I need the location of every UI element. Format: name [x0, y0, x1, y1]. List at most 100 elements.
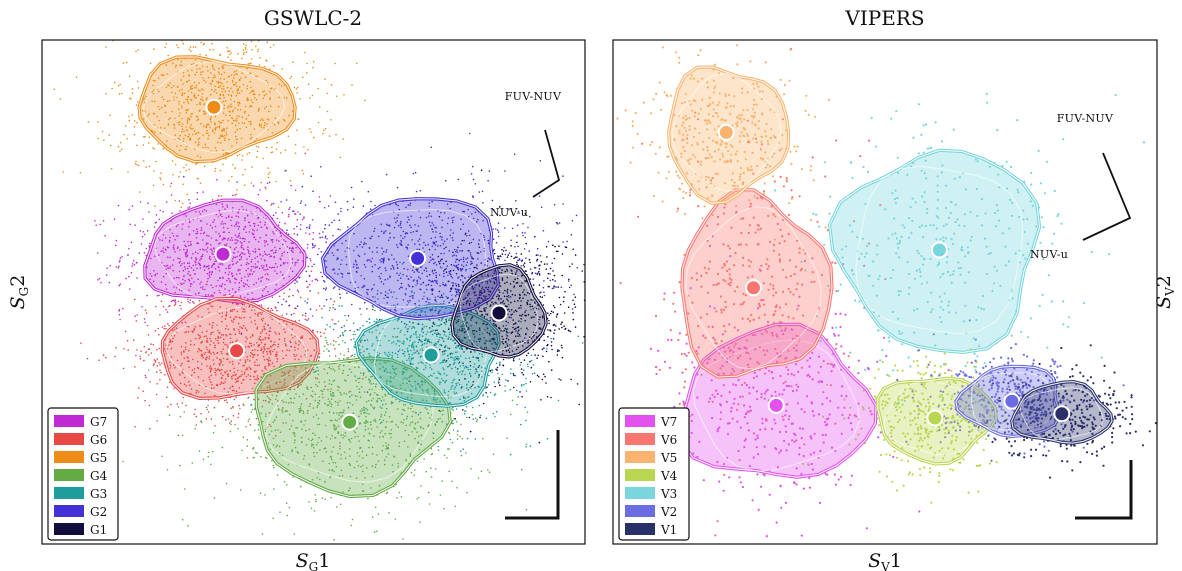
data-point	[459, 435, 461, 438]
data-point	[236, 236, 238, 238]
data-point	[461, 438, 464, 440]
data-point	[452, 419, 454, 422]
data-point	[188, 262, 191, 264]
data-point	[270, 340, 273, 343]
data-point	[239, 269, 241, 271]
data-point	[242, 308, 245, 310]
data-point	[318, 352, 321, 355]
data-point	[335, 95, 338, 98]
data-point	[187, 360, 189, 363]
data-point	[288, 349, 291, 352]
data-point	[136, 80, 139, 83]
data-point	[276, 351, 278, 353]
data-point	[243, 237, 245, 240]
data-point	[167, 84, 169, 86]
data-point	[233, 329, 235, 331]
data-point	[525, 443, 528, 446]
data-point	[136, 144, 138, 147]
data-point	[220, 372, 222, 375]
data-point	[166, 386, 169, 389]
data-point	[250, 86, 252, 89]
data-point	[256, 75, 259, 78]
data-point	[146, 294, 148, 297]
data-point	[278, 333, 281, 335]
data-point	[238, 332, 241, 335]
data-point	[238, 101, 240, 103]
data-point	[185, 98, 187, 101]
data-point	[263, 347, 266, 350]
data-point	[330, 496, 332, 499]
data-point	[504, 259, 506, 262]
data-point	[127, 349, 129, 351]
data-point	[208, 355, 211, 358]
data-point	[257, 378, 260, 380]
data-point	[170, 86, 173, 89]
data-point	[172, 364, 175, 366]
data-point	[251, 105, 253, 108]
data-point	[375, 320, 378, 323]
data-point	[154, 205, 156, 207]
data-point	[188, 225, 190, 228]
data-point	[177, 257, 179, 260]
data-point	[181, 263, 183, 265]
data-point	[210, 237, 213, 239]
data-point	[207, 351, 210, 354]
data-point	[256, 326, 259, 328]
data-point	[148, 136, 151, 139]
data-point	[498, 376, 500, 379]
data-point	[208, 134, 210, 137]
data-point	[282, 357, 285, 360]
data-point	[247, 293, 249, 296]
data-point	[232, 109, 234, 111]
data-point	[249, 424, 252, 426]
data-point	[302, 76, 304, 78]
data-point	[219, 122, 221, 124]
data-point	[234, 374, 236, 377]
data-point	[205, 242, 208, 244]
data-point	[430, 476, 433, 478]
data-point	[275, 395, 278, 397]
data-point	[135, 50, 137, 53]
data-point	[367, 497, 369, 500]
data-point	[334, 286, 336, 288]
data-point	[178, 89, 181, 92]
data-point	[199, 336, 202, 338]
data-point	[186, 119, 189, 121]
data-point	[344, 314, 346, 317]
data-point	[196, 198, 199, 200]
data-point	[178, 270, 181, 273]
data-point	[249, 367, 252, 370]
data-point	[196, 232, 199, 235]
data-point	[154, 131, 156, 133]
data-point	[186, 100, 189, 102]
data-point	[522, 223, 524, 225]
data-point	[169, 256, 171, 259]
data-point	[235, 381, 237, 383]
data-point	[301, 218, 304, 221]
data-point	[203, 231, 206, 234]
data-point	[287, 215, 290, 218]
data-point	[276, 358, 279, 360]
data-point	[174, 366, 176, 369]
data-point	[161, 96, 164, 98]
data-point	[153, 148, 156, 150]
data-point	[255, 138, 258, 140]
data-point	[492, 453, 495, 456]
data-point	[227, 227, 229, 230]
data-point	[300, 485, 302, 488]
data-point	[292, 61, 294, 63]
data-point	[341, 331, 344, 334]
data-point	[254, 323, 257, 325]
data-point	[239, 407, 241, 410]
data-point	[208, 271, 211, 274]
data-point	[187, 70, 189, 72]
data-point	[210, 369, 213, 371]
data-point	[268, 266, 271, 269]
data-point	[336, 506, 338, 508]
data-point	[178, 108, 180, 111]
data-point	[501, 373, 503, 376]
data-point	[309, 258, 312, 260]
data-point	[358, 329, 360, 331]
data-point	[250, 411, 253, 413]
data-point	[249, 375, 252, 377]
